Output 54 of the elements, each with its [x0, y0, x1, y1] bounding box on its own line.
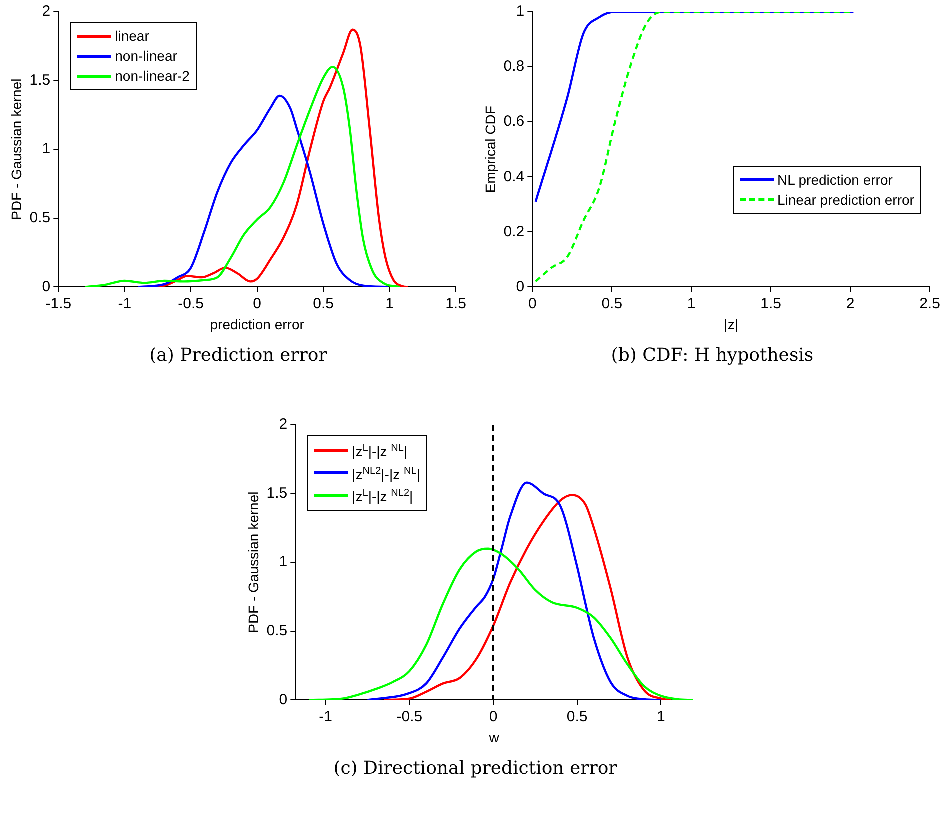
x-tick-label: 0.5 — [566, 708, 588, 726]
legend-label: Linear prediction error — [778, 190, 914, 210]
y-tick-label: 0 — [278, 691, 288, 708]
x-tick-label: 1 — [656, 708, 665, 726]
x-tick-label: -0.5 — [178, 295, 204, 312]
y-tick-label: 0.2 — [503, 223, 524, 240]
x-tick-label: 0 — [252, 295, 261, 312]
x-tick-label: 1.5 — [445, 295, 466, 312]
x-axis-title: w — [488, 729, 500, 746]
y-tick-label: 0 — [516, 278, 524, 296]
x-tick-label: -1.5 — [45, 295, 72, 312]
y-tick-label: 1 — [278, 554, 288, 571]
line-series — [307, 548, 692, 700]
line-series — [84, 66, 401, 288]
text: (a) Prediction error — [148, 345, 328, 366]
legend-label: non-linear — [115, 47, 178, 66]
y-axis-title: PDF - Gaussian kernel — [244, 492, 261, 634]
line-series — [136, 94, 390, 288]
y-tick-label: 0.6 — [503, 113, 524, 130]
y-tick-label: 0.4 — [503, 168, 524, 186]
y-tick-label: 1 — [42, 140, 50, 158]
y-axis-title: PDF - Gaussian kernel — [8, 78, 24, 220]
x-axis-title: |z| — [724, 316, 738, 332]
legend-label: linear — [115, 27, 150, 46]
x-tick-label: 0 — [528, 295, 536, 312]
x-tick-label: -0.5 — [396, 708, 422, 726]
y-axis-title: Emprical CDF — [482, 106, 498, 194]
text: (c) Directional prediction error — [332, 758, 618, 779]
legend-label: |z$^{L}$|-|z $^{NL2}$| — [352, 487, 414, 507]
x-axis-title: prediction error — [210, 316, 304, 332]
y-tick-label: 1 — [516, 3, 524, 20]
x-tick-label: 1.5 — [760, 295, 781, 312]
legend-label: |z$^{L}$|-|z $^{NL}$| — [352, 442, 408, 462]
legend-label: NL prediction error — [778, 170, 893, 190]
legend-label: |z$^{NL2}$|-|z $^{NL}$| — [352, 464, 420, 484]
x-tick-label: -1 — [118, 295, 132, 312]
x-tick-label: 0 — [488, 708, 498, 726]
y-tick-label: 0.5 — [29, 210, 50, 227]
text: (b) CDF: H hypothesis — [610, 345, 815, 366]
x-tick-label: 1 — [385, 295, 394, 312]
y-tick-label: 0.5 — [266, 622, 288, 640]
y-tick-label: 2 — [278, 416, 288, 434]
x-tick-label: 2 — [846, 295, 854, 312]
x-tick-label: 0.5 — [312, 295, 334, 312]
y-tick-label: 1.5 — [29, 72, 50, 89]
legend-label: non-linear-2 — [115, 67, 190, 86]
y-tick-label: 1.5 — [266, 484, 288, 502]
y-tick-label: 2 — [42, 3, 50, 20]
x-tick-label: -1 — [318, 708, 332, 726]
x-tick-label: 2.5 — [919, 295, 940, 312]
y-tick-label: 0 — [42, 278, 50, 296]
x-tick-label: 1 — [686, 295, 696, 312]
y-tick-label: 0.8 — [503, 58, 524, 76]
x-tick-label: 0.5 — [601, 295, 622, 312]
